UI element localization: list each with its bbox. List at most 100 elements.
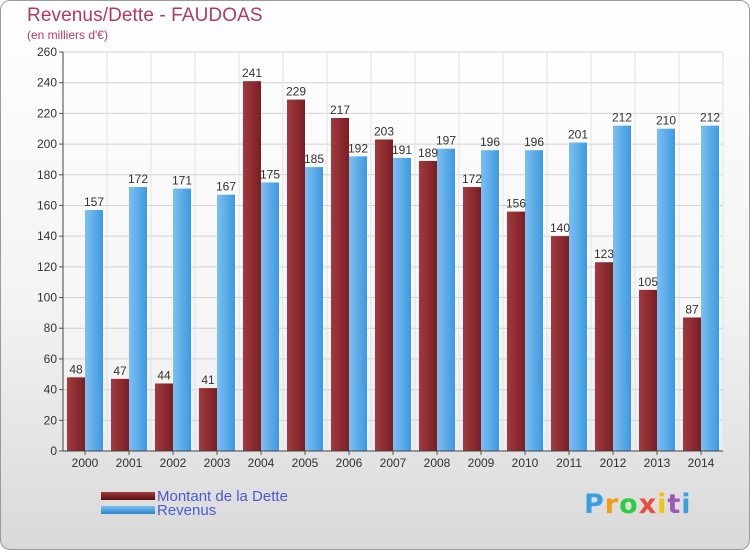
y-tick-label: 40: [44, 383, 58, 397]
debt-value-label: 203: [374, 124, 394, 138]
y-tick-label: 160: [37, 198, 57, 212]
debt-value-label: 140: [550, 221, 570, 235]
y-tick-label: 140: [37, 229, 57, 243]
revenue-value-label: 197: [436, 134, 456, 148]
debt-bar: [463, 187, 481, 452]
y-tick-label: 80: [44, 321, 58, 335]
y-tick-label: 60: [44, 352, 58, 366]
debt-value-label: 189: [418, 146, 438, 160]
debt-bar: [419, 160, 437, 451]
revenue-bar: [613, 125, 631, 452]
revenue-bar: [569, 142, 587, 452]
debt-bar: [551, 236, 569, 451]
debt-bar: [507, 211, 525, 451]
debt-value-label: 41: [201, 373, 215, 387]
revenue-bar: [305, 167, 323, 451]
revenue-bar: [349, 156, 367, 451]
y-tick-label: 200: [37, 137, 57, 151]
debt-value-label: 87: [685, 302, 699, 316]
debt-bar: [67, 377, 85, 451]
legend-debt-label: Montant de la Dette: [157, 488, 288, 505]
y-tick-label: 240: [37, 76, 57, 90]
x-tick-label: 2008: [424, 456, 451, 470]
revenue-bar: [437, 148, 455, 451]
debt-bar: [639, 289, 657, 451]
x-tick-label: 2006: [336, 456, 363, 470]
debt-bar: [375, 139, 393, 451]
logo-letter: r: [604, 489, 620, 520]
debt-value-label: 48: [69, 362, 83, 376]
debt-value-label: 123: [594, 247, 614, 261]
y-tick-label: 120: [37, 260, 57, 274]
debt-bar: [155, 383, 173, 451]
debt-value-label: 156: [506, 197, 526, 211]
debt-value-label: 217: [330, 103, 350, 117]
debt-bar: [331, 117, 349, 451]
revenue-value-label: 192: [348, 141, 368, 155]
revenue-value-label: 191: [392, 143, 412, 157]
revenue-bar: [261, 182, 279, 451]
x-tick-label: 2001: [116, 456, 143, 470]
revenue-bar: [525, 150, 543, 451]
y-tick-label: 20: [44, 413, 58, 427]
debt-value-label: 172: [462, 172, 482, 186]
x-tick-label: 2010: [512, 456, 539, 470]
revenue-value-label: 175: [260, 167, 280, 181]
chart-title: Revenus/Dette - FAUDOAS: [27, 5, 263, 26]
x-tick-label: 2007: [380, 456, 407, 470]
logo-letter: i: [657, 489, 668, 520]
revenue-bar: [657, 128, 675, 451]
logo-letter: o: [619, 489, 639, 520]
y-tick-label: 0: [50, 444, 57, 458]
debt-bar: [595, 262, 613, 451]
x-tick-label: 2003: [204, 456, 231, 470]
logo-letter: x: [638, 489, 658, 520]
debt-bar: [199, 388, 217, 451]
revenue-value-label: 196: [524, 135, 544, 149]
revenue-swatch: [101, 506, 155, 514]
legend-revenue-label: Revenus: [157, 502, 217, 519]
revenue-value-label: 167: [216, 180, 236, 194]
debt-value-label: 44: [157, 368, 171, 382]
x-tick-label: 2005: [292, 456, 319, 470]
y-tick-label: 260: [37, 45, 57, 59]
revenue-bar: [393, 157, 411, 451]
revenue-bar: [173, 188, 191, 452]
revenue-bar: [129, 187, 147, 452]
x-tick-label: 2000: [72, 456, 99, 470]
debt-value-label: 47: [113, 364, 127, 378]
revenue-value-label: 201: [568, 128, 588, 142]
x-tick-label: 2014: [688, 456, 715, 470]
revenue-value-label: 196: [480, 135, 500, 149]
revenue-bar: [701, 125, 719, 452]
revenue-value-label: 157: [84, 195, 104, 209]
revenue-bar: [85, 210, 103, 451]
revenue-value-label: 185: [304, 152, 324, 166]
logo-letter: P: [584, 489, 605, 520]
x-tick-label: 2009: [468, 456, 495, 470]
debt-swatch: [101, 492, 155, 500]
revenue-value-label: 212: [612, 111, 632, 125]
debt-value-label: 241: [242, 66, 262, 80]
y-tick-label: 100: [37, 291, 57, 305]
debt-bar: [287, 99, 305, 452]
debt-value-label: 229: [286, 85, 306, 99]
x-tick-label: 2012: [600, 456, 627, 470]
debt-bar: [243, 81, 261, 452]
logo-letter: t: [667, 489, 682, 520]
y-tick-label: 180: [37, 168, 57, 182]
logo-letter: i: [681, 489, 692, 520]
chart-subtitle: (en milliers d'€): [27, 28, 108, 42]
revenue-bar: [217, 194, 235, 451]
proxiti-logo: Proxiti: [584, 489, 692, 520]
revenue-value-label: 171: [172, 174, 192, 188]
revenue-bar: [481, 150, 499, 451]
debt-bar: [111, 378, 129, 451]
x-tick-label: 2011: [556, 456, 582, 470]
debt-value-label: 105: [638, 275, 658, 289]
revenue-value-label: 172: [128, 172, 148, 186]
y-tick-label: 220: [37, 106, 57, 120]
revenue-value-label: 210: [656, 114, 676, 128]
